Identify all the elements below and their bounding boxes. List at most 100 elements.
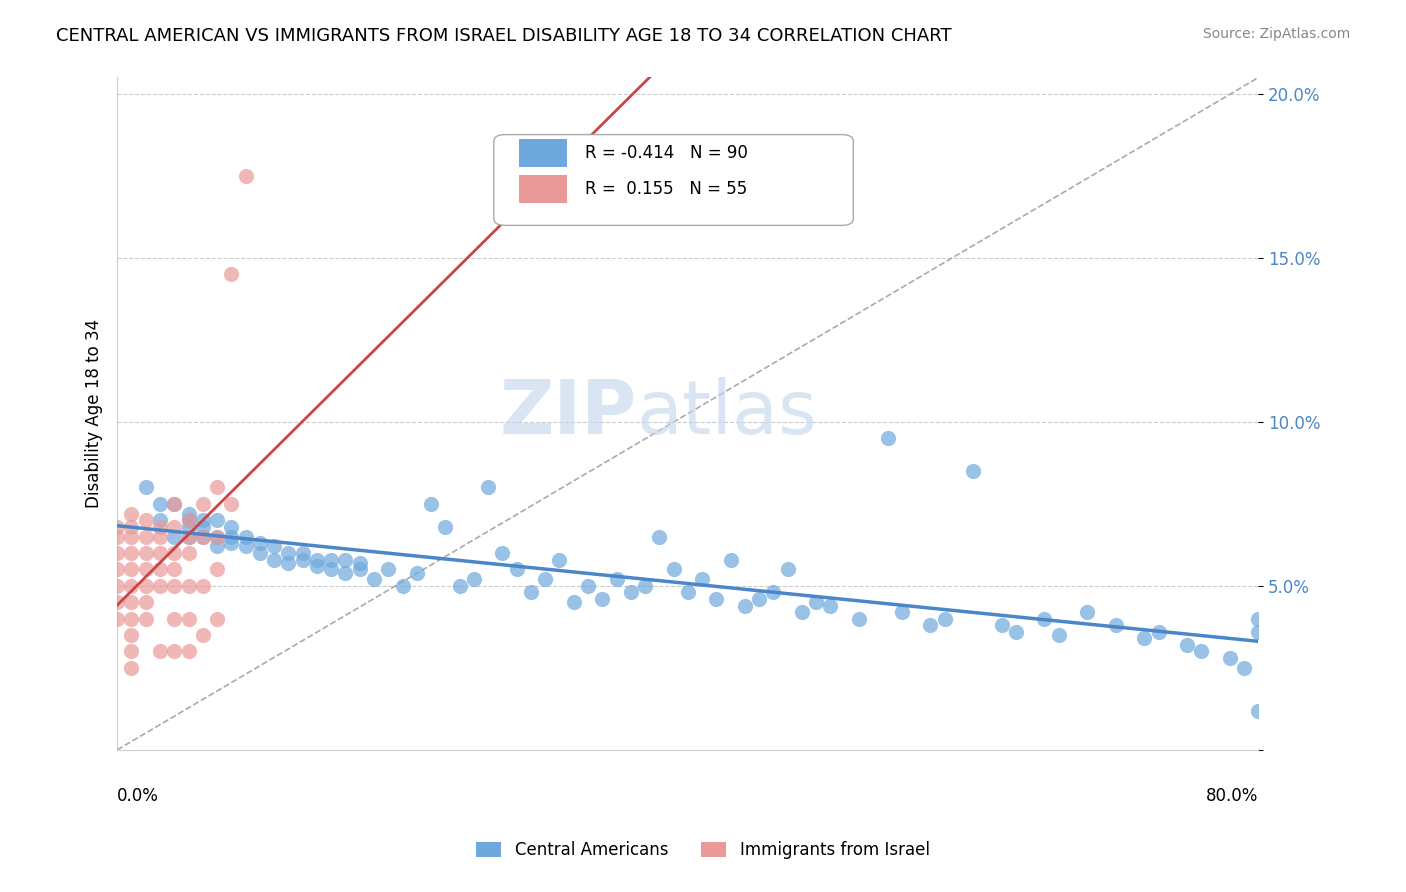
Point (1247, 704, 1270, 718)
Point (149, 546, 172, 560)
Point (120, 562, 142, 576)
Text: atlas: atlas (637, 377, 817, 450)
Point (177, 579, 200, 593)
Point (676, 585, 699, 599)
Point (135, 480, 157, 494)
Point (920, 618, 942, 632)
Point (605, 572, 627, 586)
Point (135, 513, 157, 527)
Point (534, 572, 557, 586)
Point (163, 562, 186, 576)
Point (135, 562, 157, 576)
Point (149, 644, 172, 658)
Point (205, 562, 228, 576)
Point (191, 497, 214, 511)
Point (177, 507, 200, 521)
Point (177, 513, 200, 527)
Point (205, 540, 228, 554)
Point (321, 552, 343, 566)
Point (1247, 612, 1270, 626)
Point (191, 628, 214, 642)
Point (1005, 624, 1028, 639)
Point (177, 530, 200, 544)
Point (1147, 624, 1170, 639)
Point (149, 520, 172, 534)
Point (1133, 632, 1156, 646)
Text: R =  0.155   N = 55: R = 0.155 N = 55 (585, 180, 748, 198)
Point (620, 585, 643, 599)
Point (291, 546, 314, 560)
Text: CENTRAL AMERICAN VS IMMIGRANTS FROM ISRAEL DISABILITY AGE 18 TO 34 CORRELATION C: CENTRAL AMERICAN VS IMMIGRANTS FROM ISRA… (56, 27, 952, 45)
Point (277, 546, 299, 560)
Point (191, 530, 214, 544)
Point (776, 562, 799, 576)
Point (477, 480, 499, 494)
Point (1233, 661, 1256, 675)
Point (890, 605, 912, 619)
Text: Source: ZipAtlas.com: Source: ZipAtlas.com (1202, 27, 1350, 41)
Point (120, 546, 142, 560)
Point (391, 579, 413, 593)
Point (177, 546, 200, 560)
Point (135, 579, 157, 593)
Point (205, 513, 228, 527)
Point (1219, 651, 1241, 665)
Point (263, 552, 285, 566)
Point (163, 530, 186, 544)
Point (163, 612, 186, 626)
Point (105, 595, 128, 609)
Point (690, 572, 713, 586)
Point (990, 618, 1012, 632)
Text: R = -0.414   N = 90: R = -0.414 N = 90 (585, 144, 748, 161)
Text: 80.0%: 80.0% (1206, 787, 1258, 805)
Point (548, 552, 571, 566)
Point (634, 579, 657, 593)
Point (463, 572, 485, 586)
Point (120, 661, 142, 675)
Point (491, 546, 513, 560)
Point (1247, 624, 1270, 639)
Point (120, 520, 142, 534)
Point (177, 644, 200, 658)
Point (1105, 618, 1128, 632)
Point (349, 556, 371, 570)
Point (149, 513, 172, 527)
Point (120, 507, 142, 521)
Point (177, 520, 200, 534)
Point (177, 612, 200, 626)
Point (135, 612, 157, 626)
Point (235, 540, 257, 554)
Point (648, 530, 671, 544)
Point (105, 579, 128, 593)
Point (105, 520, 128, 534)
Point (505, 562, 527, 576)
Point (221, 267, 243, 281)
Legend: Central Americans, Immigrants from Israel: Central Americans, Immigrants from Israe… (470, 835, 936, 866)
Point (876, 431, 898, 445)
Point (191, 520, 214, 534)
Point (806, 595, 828, 609)
Point (748, 592, 770, 607)
Point (335, 552, 357, 566)
Point (149, 530, 172, 544)
Point (163, 579, 186, 593)
Point (277, 556, 299, 570)
Y-axis label: Disability Age 18 to 34: Disability Age 18 to 34 (86, 319, 103, 508)
Point (191, 513, 214, 527)
Point (221, 530, 243, 544)
Point (934, 612, 956, 626)
Point (848, 612, 870, 626)
Point (221, 536, 243, 550)
Point (205, 530, 228, 544)
Point (790, 605, 813, 619)
Point (120, 595, 142, 609)
Point (177, 530, 200, 544)
Point (149, 579, 172, 593)
Point (149, 562, 172, 576)
Point (235, 169, 257, 183)
Point (420, 497, 443, 511)
Point (562, 595, 585, 609)
Point (105, 562, 128, 576)
Bar (519, 175, 567, 203)
Point (249, 546, 271, 560)
